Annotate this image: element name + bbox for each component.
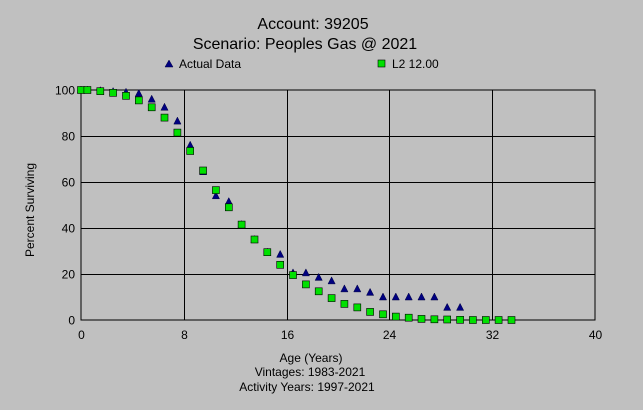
point-actual-data bbox=[417, 292, 426, 301]
point-l2 bbox=[225, 203, 233, 212]
point-l2 bbox=[379, 310, 387, 319]
x-tick-label: 8 bbox=[181, 328, 188, 342]
x-tick-label: 0 bbox=[78, 328, 85, 342]
point-l2 bbox=[507, 316, 516, 324]
x-tick-label: 32 bbox=[486, 328, 500, 342]
point-l2 bbox=[404, 313, 413, 322]
point-actual-data bbox=[186, 140, 195, 149]
point-l2 bbox=[276, 260, 285, 269]
point-l2 bbox=[160, 113, 169, 122]
chart-title-line-2: Scenario: Peoples Gas @ 2021 bbox=[193, 36, 417, 53]
point-l2 bbox=[83, 86, 92, 94]
point-actual-data bbox=[353, 284, 362, 293]
legend: Actual Data L2 12.00 bbox=[164, 57, 439, 71]
y-tick-label: 20 bbox=[62, 268, 76, 282]
point-l2 bbox=[289, 271, 297, 279]
y-axis-ticks: 0 20 40 60 80 100 bbox=[55, 84, 75, 328]
x-tick-label: 40 bbox=[589, 328, 603, 342]
point-l2 bbox=[135, 96, 143, 105]
y-tick-label: 0 bbox=[68, 314, 75, 328]
point-l2 bbox=[353, 303, 362, 312]
point-l2 bbox=[481, 316, 490, 324]
point-l2 bbox=[237, 220, 246, 229]
point-l2 bbox=[430, 315, 439, 324]
point-actual-data bbox=[430, 292, 439, 301]
point-l2 bbox=[263, 248, 272, 256]
y-tick-label: 40 bbox=[62, 222, 76, 236]
point-l2 bbox=[147, 103, 156, 112]
point-l2 bbox=[173, 128, 182, 137]
chart-title-line-1: Account: 39205 bbox=[257, 16, 368, 33]
point-l2 bbox=[417, 315, 426, 323]
legend-marker-l2 bbox=[377, 59, 386, 68]
point-actual-data bbox=[160, 102, 169, 111]
point-actual-data bbox=[314, 272, 323, 281]
chart-footer: Vintages: 1983-2021 Activity Years: 1997… bbox=[239, 365, 375, 394]
point-l2 bbox=[77, 86, 85, 94]
point-actual-data bbox=[276, 249, 285, 258]
point-actual-data bbox=[173, 116, 182, 125]
point-l2 bbox=[186, 147, 194, 155]
point-l2 bbox=[199, 166, 207, 175]
point-l2 bbox=[456, 315, 464, 324]
series-actual-data bbox=[76, 85, 465, 311]
point-l2 bbox=[469, 316, 477, 324]
footer-activity-years: Activity Years: 1997-2021 bbox=[239, 380, 375, 394]
footer-vintages: Vintages: 1983-2021 bbox=[255, 365, 366, 379]
y-tick-label: 60 bbox=[62, 176, 76, 190]
x-tick-label: 16 bbox=[281, 328, 295, 342]
series-l2 bbox=[77, 86, 516, 324]
point-actual-data bbox=[391, 292, 400, 301]
legend-label-l2: L2 12.00 bbox=[392, 57, 439, 71]
grid bbox=[81, 90, 595, 320]
plot-area bbox=[80, 89, 596, 321]
point-actual-data bbox=[366, 287, 375, 296]
point-actual-data bbox=[378, 292, 388, 301]
point-actual-data bbox=[134, 88, 143, 97]
point-l2 bbox=[302, 280, 310, 289]
point-actual-data bbox=[340, 284, 349, 293]
point-l2 bbox=[443, 315, 452, 324]
y-tick-label: 100 bbox=[55, 84, 75, 98]
y-tick-label: 80 bbox=[62, 130, 76, 144]
point-l2 bbox=[96, 87, 105, 95]
point-l2 bbox=[327, 294, 336, 302]
point-actual-data bbox=[211, 191, 220, 200]
point-l2 bbox=[314, 287, 323, 296]
chart-title: Account: 39205 Scenario: Peoples Gas @ 2… bbox=[193, 16, 417, 53]
point-actual-data bbox=[327, 276, 336, 285]
point-actual-data bbox=[443, 302, 452, 311]
legend-marker-actual-data bbox=[164, 59, 174, 68]
x-tick-label: 24 bbox=[383, 328, 397, 342]
x-axis-ticks: 0 8 16 24 32 40 bbox=[78, 328, 602, 342]
point-actual-data bbox=[147, 94, 156, 103]
legend-label-actual-data: Actual Data bbox=[179, 57, 241, 71]
point-actual-data bbox=[456, 302, 465, 311]
point-l2 bbox=[494, 316, 503, 324]
point-l2 bbox=[212, 186, 220, 194]
point-l2 bbox=[366, 308, 374, 316]
point-l2 bbox=[109, 89, 117, 97]
point-l2 bbox=[391, 312, 400, 321]
point-l2 bbox=[340, 300, 349, 308]
y-axis-label: Percent Surviving bbox=[23, 163, 37, 257]
x-axis-label: Age (Years) bbox=[280, 351, 343, 365]
point-actual-data bbox=[404, 292, 413, 301]
point-actual-data bbox=[301, 268, 310, 277]
point-l2 bbox=[250, 235, 259, 244]
point-l2 bbox=[122, 92, 130, 100]
